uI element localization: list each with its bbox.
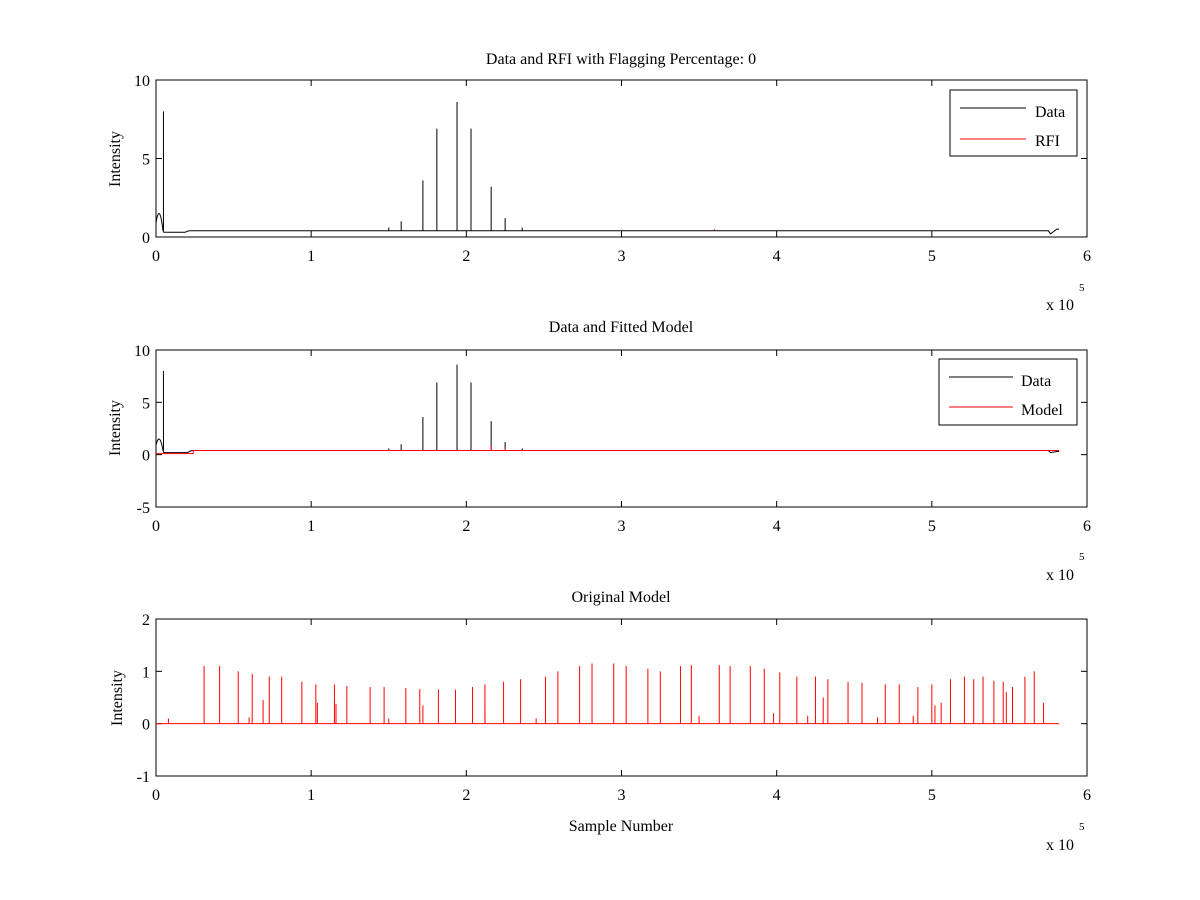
panel-2-legend-box <box>938 358 1078 426</box>
panel-1-x-exponent-base: x 10 <box>1046 297 1074 314</box>
panel-1-legend-box <box>949 89 1078 157</box>
y-tick-label: 10 <box>134 343 150 360</box>
panel-1-series <box>155 101 1060 235</box>
panel-1-x-exponent: x 10 5 <box>1046 282 1085 314</box>
x-tick-label: 0 <box>152 518 160 535</box>
series-model <box>156 445 1060 455</box>
x-tick-label: 1 <box>307 248 315 265</box>
panel-1-ylabel: Intensity <box>107 131 124 187</box>
panel-2-x-exponent: x 10 5 <box>1046 551 1085 584</box>
x-tick-label: 2 <box>462 518 470 535</box>
panel-1-ticks: 0 1 2 3 4 5 6 0 5 10 <box>134 73 1091 265</box>
panel-2-title: Data and Fitted Model <box>549 319 694 336</box>
y-tick-label: -1 <box>137 769 150 786</box>
panel-1: Data and RFI with Flagging Percentage: 0… <box>107 51 1091 314</box>
y-tick-label: 10 <box>134 73 150 90</box>
x-tick-label: 1 <box>307 518 315 535</box>
x-tick-label: 3 <box>618 787 626 804</box>
y-tick-label: 0 <box>142 448 150 465</box>
panel-2-x-exponent-power: 5 <box>1079 551 1085 563</box>
series-data <box>155 101 1060 235</box>
x-tick-label: 6 <box>1083 518 1091 535</box>
panel-1-title: Data and RFI with Flagging Percentage: 0 <box>486 51 756 68</box>
panel-1-legend: Data RFI <box>949 89 1078 157</box>
x-tick-label: 2 <box>462 248 470 265</box>
y-tick-label: -5 <box>137 500 150 517</box>
panel-3-x-exponent-power: 5 <box>1079 821 1085 833</box>
x-tick-label: 4 <box>773 787 781 804</box>
x-tick-label: 6 <box>1083 248 1091 265</box>
series-model <box>156 663 1060 725</box>
panel-2-legend-label-model: Model <box>1021 402 1063 419</box>
series-line <box>156 449 1060 455</box>
x-tick-label: 2 <box>462 787 470 804</box>
panel-3-series <box>156 663 1060 725</box>
panel-1-x-exponent-power: 5 <box>1079 282 1085 294</box>
panel-3-x-exponent-base: x 10 <box>1046 837 1074 854</box>
panel-1-legend-label-rfi: RFI <box>1035 133 1060 150</box>
x-tick-label: 6 <box>1083 787 1091 804</box>
panel-3-title: Original Model <box>571 589 671 606</box>
y-tick-label: 1 <box>142 664 150 681</box>
x-tick-label: 5 <box>928 248 936 265</box>
panel-2-legend: Data Model <box>938 358 1078 426</box>
x-tick-label: 1 <box>307 787 315 804</box>
panel-3-ylabel: Intensity <box>109 670 126 726</box>
x-tick-label: 4 <box>773 248 781 265</box>
x-tick-label: 3 <box>618 518 626 535</box>
x-tick-label: 5 <box>928 518 936 535</box>
x-tick-label: 5 <box>928 787 936 804</box>
x-tick-label: 4 <box>773 518 781 535</box>
panel-3-xlabel: Sample Number <box>569 818 674 835</box>
x-tick-label: 0 <box>152 248 160 265</box>
x-tick-label: 3 <box>618 248 626 265</box>
panel-3-x-exponent: x 10 5 <box>1046 821 1085 854</box>
panel-2-legend-label-data: Data <box>1021 373 1051 390</box>
y-tick-label: 5 <box>142 395 150 412</box>
x-tick-label: 0 <box>152 787 160 804</box>
panel-2: Data and Fitted Model Intensity 0 1 2 3 4 5 6 -… <box>107 319 1091 584</box>
panel-2-series <box>155 364 1060 455</box>
y-tick-label: 0 <box>142 717 150 734</box>
panel-1-legend-label-data: Data <box>1035 104 1065 121</box>
series-line <box>155 213 1060 235</box>
panel-2-x-exponent-base: x 10 <box>1046 567 1074 584</box>
y-tick-label: 5 <box>142 152 150 169</box>
y-tick-label: 2 <box>142 612 150 629</box>
y-tick-label: 0 <box>142 230 150 247</box>
panel-2-ylabel: Intensity <box>107 400 124 456</box>
